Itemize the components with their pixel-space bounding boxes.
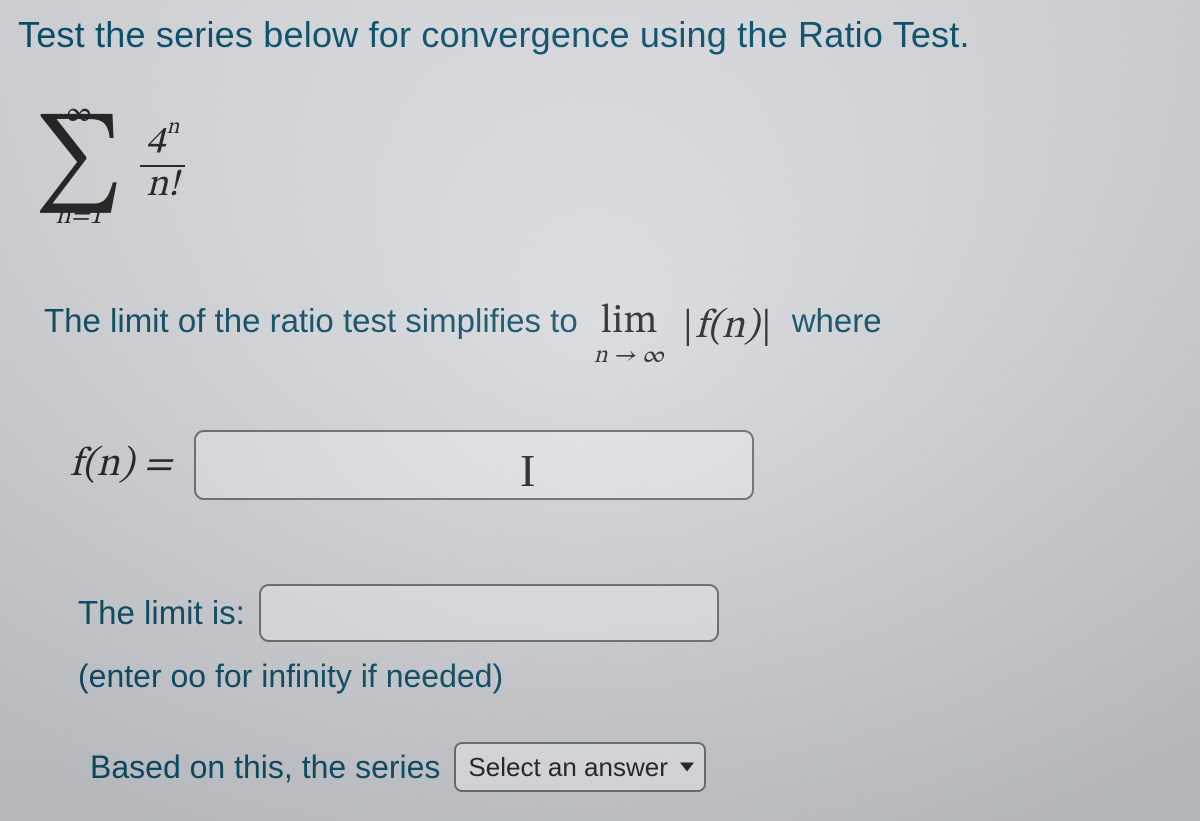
limit-fn-abs: |f(n)| <box>680 302 773 352</box>
fn-expr: f(n) <box>695 307 759 347</box>
limit-prefix: The limit of the ratio test simplifies t… <box>44 302 578 340</box>
sigma-lower-bound: n=1 <box>56 204 103 230</box>
fraction-denominator: n! <box>140 167 185 207</box>
limit-word: lim <box>601 302 658 342</box>
sigma-symbol: ∑ <box>34 124 124 206</box>
numerator-base: 4 <box>146 125 165 163</box>
limit-is-label: The limit is: <box>78 594 245 632</box>
series-expression: ∞ ∑ n=1 4n n! <box>34 100 185 230</box>
conclusion-select[interactable]: Select an answer <box>454 742 706 792</box>
limit-subscript: n → ∞ <box>594 344 665 368</box>
limit-operator: lim n → ∞ <box>594 302 665 368</box>
numerator-exponent: n <box>167 117 180 139</box>
fn-input-row: f(n) = <box>70 430 754 500</box>
infinity-hint: (enter oo for infinity if needed) <box>78 658 503 695</box>
fn-label: f(n) = <box>70 440 172 490</box>
limit-value-input[interactable] <box>259 584 719 642</box>
abs-open: | <box>680 307 695 347</box>
series-fraction: 4n n! <box>140 123 186 206</box>
limit-suffix: where <box>792 302 882 340</box>
fn-input[interactable] <box>194 430 754 500</box>
limit-value-row: The limit is: <box>78 584 719 642</box>
conclusion-prefix: Based on this, the series <box>90 749 440 786</box>
limit-sentence: The limit of the ratio test simplifies t… <box>44 302 1188 368</box>
conclusion-row: Based on this, the series Select an answ… <box>90 742 706 792</box>
conclusion-select-wrap: Select an answer <box>454 742 706 792</box>
fraction-numerator: 4n <box>140 123 186 167</box>
abs-close: | <box>759 307 774 347</box>
question-title: Test the series below for convergence us… <box>18 14 970 56</box>
sigma-column: ∞ ∑ n=1 <box>34 100 124 230</box>
